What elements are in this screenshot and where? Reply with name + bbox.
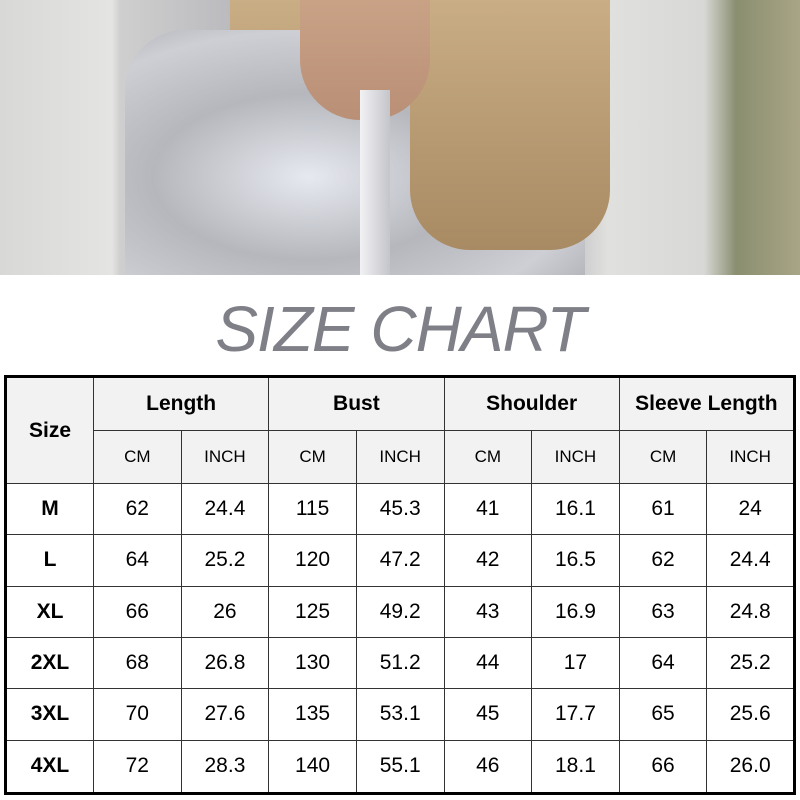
value-cell: 72 xyxy=(93,739,182,795)
value-cell: 24 xyxy=(706,482,795,536)
value-cell: 27.6 xyxy=(180,688,270,741)
value-cell: 65 xyxy=(618,688,708,741)
value-cell: 120 xyxy=(268,534,357,587)
value-cell: 25.2 xyxy=(180,534,270,587)
size-cell: 2XL xyxy=(5,636,94,690)
size-table: Size Length Bust Shoulder Sleeve Length … xyxy=(4,375,796,795)
product-photo xyxy=(0,0,800,275)
unit-header: CM xyxy=(268,430,357,484)
value-cell: 51.2 xyxy=(355,636,445,690)
value-cell: 53.1 xyxy=(355,688,445,741)
value-cell: 62 xyxy=(618,534,708,587)
value-cell: 41 xyxy=(443,482,533,536)
value-cell: 64 xyxy=(618,636,708,690)
value-cell: 44 xyxy=(443,636,533,690)
value-cell: 63 xyxy=(618,585,708,638)
value-cell: 17.7 xyxy=(531,688,620,741)
value-cell: 42 xyxy=(443,534,533,587)
value-cell: 24.4 xyxy=(706,534,795,587)
size-header: Size xyxy=(5,376,94,484)
table-row: 4XL 72 28.3 140 55.1 46 18.1 66 26.0 xyxy=(5,739,795,795)
table-row: 2XL 68 26.8 130 51.2 44 17 64 25.2 xyxy=(5,636,795,690)
value-cell: 26.8 xyxy=(180,636,270,690)
size-cell: L xyxy=(5,534,94,587)
size-cell: 3XL xyxy=(5,688,94,741)
group-header: Sleeve Length xyxy=(618,376,796,431)
value-cell: 55.1 xyxy=(355,739,445,795)
value-cell: 62 xyxy=(93,482,182,536)
value-cell: 45 xyxy=(443,688,533,741)
value-cell: 140 xyxy=(268,739,357,795)
table-row: M 62 24.4 115 45.3 41 16.1 61 24 xyxy=(5,482,795,536)
value-cell: 61 xyxy=(618,482,708,536)
value-cell: 49.2 xyxy=(355,585,445,638)
value-cell: 16.1 xyxy=(531,482,620,536)
unit-header: INCH xyxy=(180,430,270,484)
value-cell: 24.8 xyxy=(706,585,795,638)
unit-header: INCH xyxy=(355,430,445,484)
hair-right xyxy=(410,0,610,250)
table-row: XL 66 26 125 49.2 43 16.9 63 24.8 xyxy=(5,585,795,638)
value-cell: 25.6 xyxy=(706,688,795,741)
value-cell: 25.2 xyxy=(706,636,795,690)
value-cell: 66 xyxy=(618,739,708,795)
size-cell: XL xyxy=(5,585,94,638)
value-cell: 125 xyxy=(268,585,357,638)
value-cell: 115 xyxy=(268,482,357,536)
size-chart-title: SIZE CHART xyxy=(215,293,585,365)
unit-header: INCH xyxy=(706,430,795,484)
value-cell: 26 xyxy=(180,585,270,638)
value-cell: 18.1 xyxy=(531,739,620,795)
value-cell: 43 xyxy=(443,585,533,638)
group-header: Length xyxy=(92,376,270,431)
size-cell: 4XL xyxy=(5,739,94,795)
value-cell: 24.4 xyxy=(180,482,270,536)
value-cell: 46 xyxy=(443,739,533,795)
value-cell: 70 xyxy=(93,688,182,741)
unit-header: CM xyxy=(618,430,708,484)
value-cell: 45.3 xyxy=(355,482,445,536)
table-row: 3XL 70 27.6 135 53.1 45 17.7 65 25.6 xyxy=(5,688,795,741)
size-cell: M xyxy=(5,482,94,536)
value-cell: 47.2 xyxy=(355,534,445,587)
value-cell: 16.5 xyxy=(531,534,620,587)
unit-header: CM xyxy=(93,430,182,484)
value-cell: 28.3 xyxy=(180,739,270,795)
value-cell: 66 xyxy=(93,585,182,638)
group-header: Bust xyxy=(268,376,445,431)
value-cell: 68 xyxy=(93,636,182,690)
unit-header: CM xyxy=(443,430,533,484)
group-header: Shoulder xyxy=(443,376,620,431)
unit-header: INCH xyxy=(531,430,620,484)
value-cell: 26.0 xyxy=(706,739,795,795)
value-cell: 130 xyxy=(268,636,357,690)
value-cell: 17 xyxy=(531,636,620,690)
value-cell: 64 xyxy=(93,534,182,587)
value-cell: 135 xyxy=(268,688,357,741)
shirt-placket xyxy=(360,90,390,275)
table-row: L 64 25.2 120 47.2 42 16.5 62 24.4 xyxy=(5,534,795,587)
value-cell: 16.9 xyxy=(531,585,620,638)
